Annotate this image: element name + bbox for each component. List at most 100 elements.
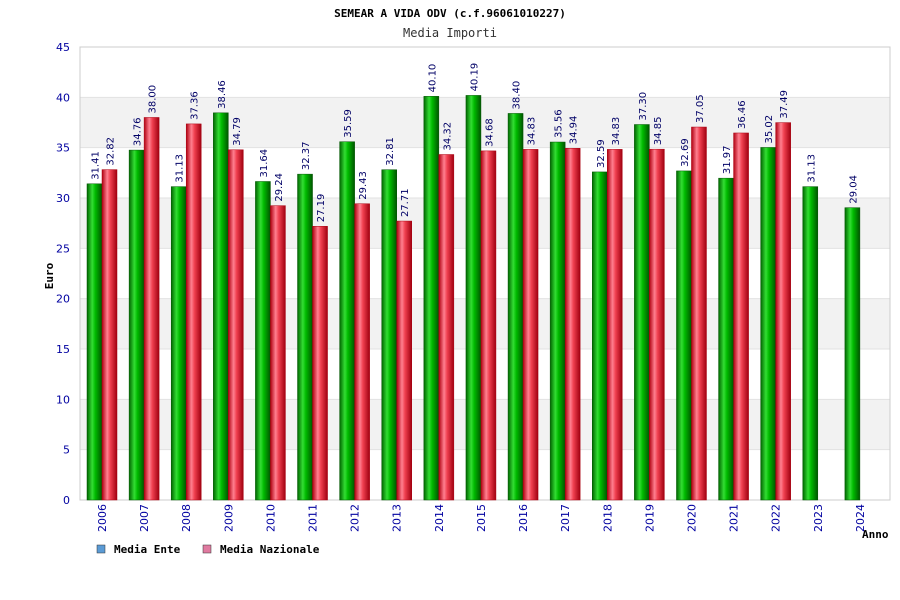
bar-media-nazionale-2017 bbox=[564, 148, 581, 501]
value-label: 38.46 bbox=[217, 80, 228, 109]
legend: Media Ente Media Nazionale bbox=[96, 543, 320, 556]
bar-media-nazionale-2006 bbox=[101, 169, 118, 501]
bar-media-nazionale-2007 bbox=[143, 117, 160, 501]
value-label: 32.81 bbox=[385, 137, 396, 166]
x-tick-label: 2019 bbox=[643, 504, 656, 532]
bar-media-ente-2015 bbox=[465, 95, 482, 501]
bar-media-ente-2019 bbox=[634, 124, 650, 501]
bar-media-nazionale-2008 bbox=[185, 123, 202, 501]
value-label: 29.24 bbox=[274, 173, 285, 202]
y-axis-label: Euro bbox=[43, 262, 56, 289]
bar-media-nazionale-2012 bbox=[354, 203, 370, 501]
x-tick-label: 2023 bbox=[812, 504, 825, 532]
value-label: 34.83 bbox=[527, 117, 538, 146]
value-label: 40.19 bbox=[469, 63, 480, 92]
bar-media-ente-2011 bbox=[297, 173, 313, 501]
x-tick-label: 2021 bbox=[728, 504, 741, 532]
chart-title: SEMEAR A VIDA ODV (c.f.96061010227) bbox=[334, 7, 566, 20]
bar-media-nazionale-2016 bbox=[522, 149, 539, 501]
bar-media-ente-2017 bbox=[549, 141, 566, 501]
bar-media-ente-2016 bbox=[507, 113, 524, 501]
bar-media-ente-2008 bbox=[170, 186, 187, 501]
x-tick-label: 2007 bbox=[138, 504, 151, 532]
x-tick-label: 2011 bbox=[307, 504, 320, 532]
y-tick-label: 35 bbox=[56, 142, 70, 155]
value-label: 34.94 bbox=[569, 116, 580, 145]
value-label: 34.85 bbox=[653, 117, 664, 146]
x-axis-label: Anno bbox=[862, 528, 889, 541]
y-tick-label: 15 bbox=[56, 343, 70, 356]
y-tick-label: 0 bbox=[63, 494, 70, 507]
bar-media-ente-2022 bbox=[760, 147, 776, 501]
bar-media-nazionale-2019 bbox=[649, 148, 665, 501]
value-label: 27.71 bbox=[400, 188, 411, 217]
bar-media-ente-2006 bbox=[86, 183, 103, 501]
value-label: 34.83 bbox=[611, 117, 622, 146]
x-axis-ticks: 2006 2007 2008 2009 2010 2011 2012 2013 2014 2015… bbox=[96, 504, 867, 532]
value-label: 31.64 bbox=[259, 149, 270, 178]
x-tick-label: 2024 bbox=[854, 504, 867, 532]
x-tick-label: 2008 bbox=[180, 504, 193, 532]
bar-media-nazionale-2018 bbox=[607, 149, 623, 501]
bar-media-ente-2013 bbox=[381, 169, 397, 501]
value-label: 37.36 bbox=[190, 91, 201, 120]
value-label: 32.59 bbox=[596, 139, 607, 168]
value-label: 34.32 bbox=[442, 122, 453, 151]
bar-media-nazionale-2015 bbox=[480, 150, 497, 501]
value-label: 38.40 bbox=[512, 81, 523, 110]
bar-media-nazionale-2020 bbox=[691, 126, 707, 501]
bar-media-ente-2012 bbox=[339, 141, 355, 501]
value-label: 37.30 bbox=[638, 92, 649, 121]
bar-media-ente-2014 bbox=[423, 96, 440, 501]
x-tick-label: 2017 bbox=[559, 504, 572, 532]
value-label: 34.68 bbox=[484, 118, 495, 147]
legend-swatch-media-ente bbox=[96, 544, 106, 554]
value-label: 37.05 bbox=[695, 94, 706, 123]
y-tick-label: 40 bbox=[56, 91, 70, 104]
bar-media-nazionale-2010 bbox=[270, 205, 286, 501]
x-tick-label: 2016 bbox=[517, 504, 530, 532]
bars bbox=[86, 95, 861, 501]
chart-subtitle: Media Importi bbox=[403, 26, 497, 40]
y-tick-label: 25 bbox=[56, 242, 70, 255]
bar-media-nazionale-2021 bbox=[733, 132, 749, 501]
x-tick-label: 2015 bbox=[475, 504, 488, 532]
x-tick-label: 2010 bbox=[264, 504, 277, 532]
value-label: 40.10 bbox=[427, 64, 438, 93]
value-label: 27.19 bbox=[316, 194, 327, 223]
legend-label-media-nazionale: Media Nazionale bbox=[220, 543, 320, 556]
value-label: 31.97 bbox=[722, 146, 733, 175]
value-label: 32.82 bbox=[106, 137, 117, 166]
value-label: 31.13 bbox=[175, 154, 186, 183]
x-tick-label: 2012 bbox=[349, 504, 362, 532]
legend-swatch-media-nazionale bbox=[202, 544, 212, 554]
value-label: 34.76 bbox=[133, 117, 144, 146]
bar-media-ente-2010 bbox=[255, 181, 271, 501]
bar-media-nazionale-2014 bbox=[438, 154, 455, 501]
x-tick-label: 2020 bbox=[685, 504, 698, 532]
value-label: 32.37 bbox=[301, 142, 312, 171]
value-label: 29.04 bbox=[848, 175, 859, 204]
value-label: 38.00 bbox=[148, 85, 159, 114]
x-tick-label: 2009 bbox=[222, 504, 235, 532]
bar-media-nazionale-2011 bbox=[312, 226, 328, 501]
y-tick-label: 30 bbox=[56, 192, 70, 205]
bar-media-nazionale-2022 bbox=[775, 122, 791, 501]
value-label: 36.46 bbox=[737, 100, 748, 129]
y-axis-ticks: 0 5 10 15 20 25 30 35 40 45 bbox=[56, 41, 70, 507]
x-tick-label: 2022 bbox=[770, 504, 783, 532]
bar-media-ente-2009 bbox=[213, 112, 229, 501]
bar-media-ente-2007 bbox=[128, 149, 145, 501]
bar-media-ente-2023 bbox=[802, 186, 819, 501]
bar-media-nazionale-2009 bbox=[228, 149, 244, 501]
value-label: 31.13 bbox=[806, 154, 817, 183]
value-label: 31.41 bbox=[91, 151, 102, 180]
y-tick-label: 20 bbox=[56, 293, 70, 306]
y-tick-label: 10 bbox=[56, 393, 70, 406]
x-tick-label: 2018 bbox=[601, 504, 614, 532]
x-tick-label: 2013 bbox=[391, 504, 404, 532]
value-label: 32.69 bbox=[680, 138, 691, 167]
value-label: 35.02 bbox=[764, 115, 775, 144]
bar-media-ente-2021 bbox=[718, 177, 734, 501]
